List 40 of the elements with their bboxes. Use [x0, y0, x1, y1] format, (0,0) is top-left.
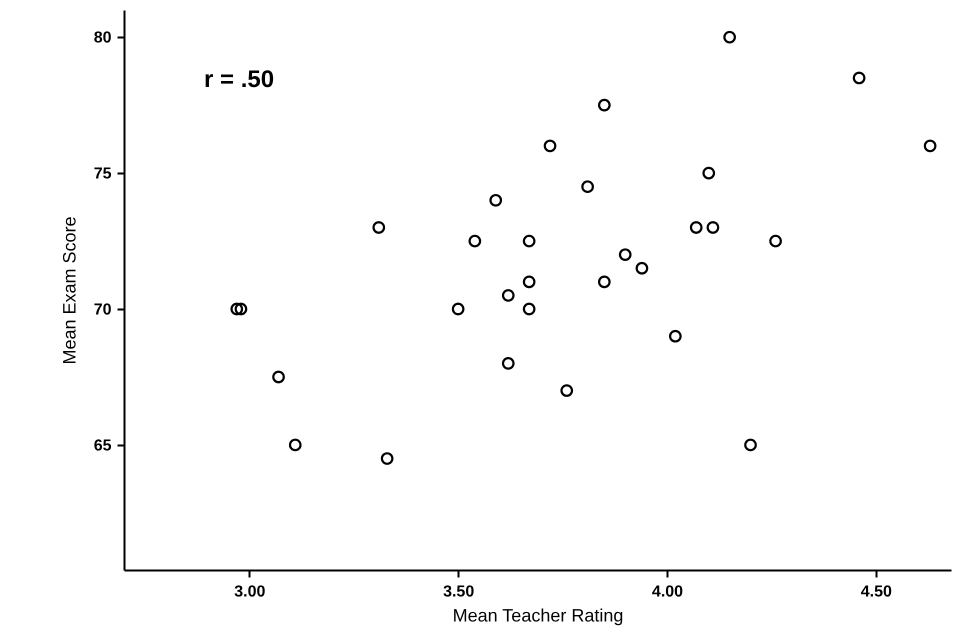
point [522, 302, 536, 316]
point [668, 330, 682, 343]
point [744, 438, 757, 452]
point [544, 140, 556, 152]
point [288, 438, 302, 452]
annotation: r = .50 [204, 66, 274, 93]
point [581, 180, 594, 194]
y-tick-label: 80 [94, 30, 112, 47]
point [468, 234, 482, 248]
point [723, 30, 736, 44]
point [598, 98, 611, 112]
y-tick-label: 65 [94, 437, 112, 454]
point [618, 248, 632, 261]
y-tick-label: 75 [94, 166, 112, 183]
x-tick-label: 4.00 [652, 584, 684, 600]
point [502, 289, 515, 302]
point [522, 276, 536, 288]
point [636, 262, 648, 275]
point [502, 357, 515, 370]
x-axis-title: Mean Teacher Rating [452, 606, 624, 626]
point [272, 370, 285, 384]
point [852, 72, 866, 84]
point [690, 221, 703, 234]
y-tick-label: 70 [94, 302, 112, 319]
point [452, 302, 464, 316]
point [560, 384, 574, 397]
point [380, 452, 394, 465]
point [702, 166, 716, 180]
point [372, 221, 386, 234]
point [489, 194, 502, 207]
point [769, 234, 782, 248]
y-axis-title: Mean Exam Score [60, 216, 80, 365]
point [706, 221, 720, 234]
x-tick-label: 4.50 [860, 584, 892, 600]
x-tick-label: 3.50 [443, 584, 474, 600]
point [598, 276, 611, 288]
point [230, 302, 244, 316]
point [522, 234, 536, 248]
point [924, 140, 936, 152]
x-tick-label: 3.00 [234, 584, 266, 600]
